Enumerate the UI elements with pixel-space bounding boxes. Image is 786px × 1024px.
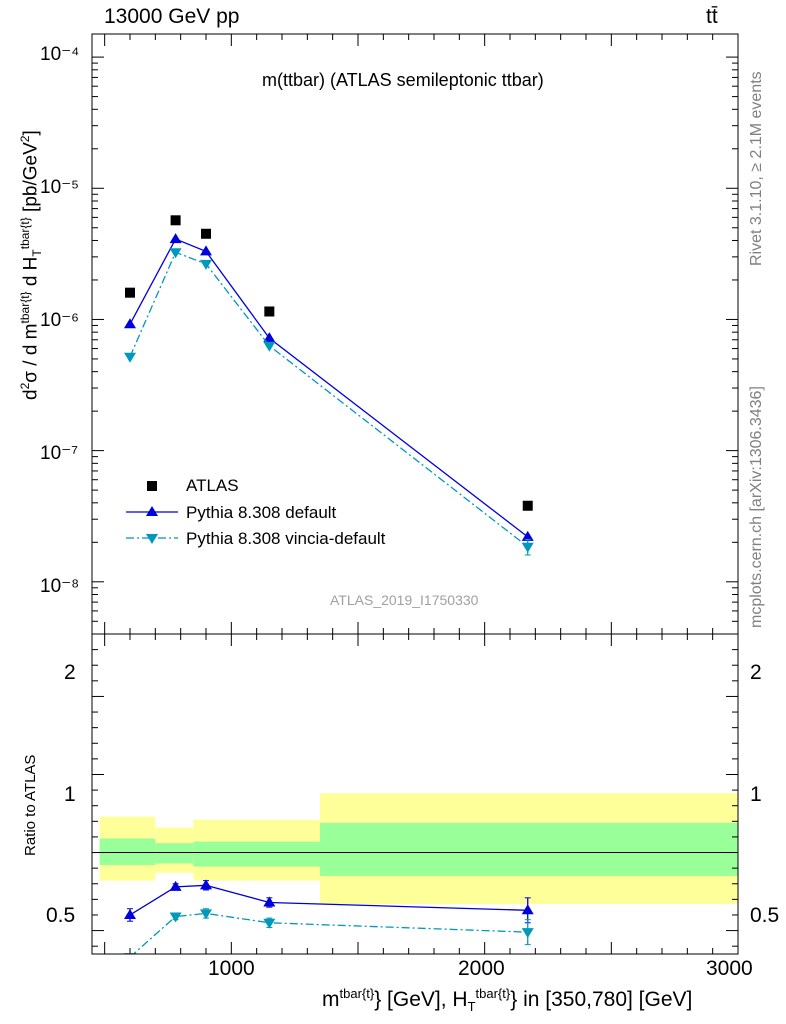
data-point — [124, 318, 136, 329]
ratio-y-tick-left: 2 — [64, 661, 76, 684]
final-state-label: tt̄ — [706, 5, 718, 28]
chart-title: m(ttbar) (ATLAS semileptonic ttbar) — [262, 70, 544, 90]
y-tick-label: 10⁻⁷ — [40, 443, 79, 464]
data-point — [200, 259, 212, 270]
legend-marker-atlas — [147, 481, 157, 491]
data-point — [263, 332, 276, 343]
legend-label-atlas: ATLAS — [186, 476, 239, 495]
inner-uncertainty-band — [99, 838, 156, 866]
x-tick-label: 1000 — [208, 957, 255, 980]
inner-uncertainty-band — [320, 822, 738, 876]
inner-uncertainty-band — [193, 841, 320, 867]
ratio-y-tick-right: 1 — [750, 783, 762, 806]
ratio-y-axis-title: Ratio to ATLAS — [22, 754, 39, 856]
data-point — [170, 215, 181, 226]
legend-label-vincia: Pythia 8.308 vincia-default — [186, 529, 386, 548]
data-point — [263, 341, 276, 352]
data-point — [263, 896, 276, 907]
x-tick-label: 2000 — [458, 957, 505, 980]
data-point — [521, 542, 534, 553]
data-point — [200, 909, 212, 920]
ratio-y-tick-right: 2 — [750, 661, 762, 684]
y-tick-label: 10⁻⁸ — [40, 576, 80, 597]
x-axis-title: mtbar{t}} [GeV], HTtbar{t}} in [350,780]… — [322, 986, 693, 1015]
x-tick-label: 3000 — [706, 957, 753, 980]
data-point — [521, 928, 534, 939]
data-point — [521, 904, 534, 915]
ratio-y-tick-left: 1 — [64, 783, 76, 806]
axis-ticks — [92, 34, 739, 954]
series-triangle-up — [124, 233, 534, 541]
legend-marker-vincia — [146, 534, 158, 544]
legend-marker-default — [146, 506, 158, 516]
ratio-panel-frame — [91, 633, 739, 955]
inner-uncertainty-band — [155, 843, 194, 864]
data-point — [169, 248, 182, 259]
data-point — [169, 233, 182, 244]
data-point — [521, 530, 534, 541]
analysis-tag: ATLAS_2019_I1750330 — [330, 592, 479, 608]
ratio-y-tick-right: 0.5 — [750, 904, 780, 927]
data-point — [125, 287, 135, 298]
data-point — [124, 908, 136, 919]
data-point — [124, 352, 136, 363]
data-point — [169, 880, 182, 891]
legend-label-default: Pythia 8.308 default — [186, 503, 337, 522]
data-point — [169, 912, 182, 923]
ratio-series-triangle-down — [124, 908, 534, 954]
reference-info: mcplots.cern.ch [arXiv:1306.3436] — [748, 386, 765, 628]
data-point — [124, 953, 136, 954]
data-point — [263, 918, 276, 929]
series-triangle-down — [124, 248, 534, 556]
main-y-axis-title: d2σ / d mtbar{t} d HTtbar{t} [pb/GeV2] — [18, 130, 45, 400]
ratio-y-tick-left: 0.5 — [46, 904, 76, 927]
data-point — [264, 306, 275, 317]
y-tick-label: 10⁻⁶ — [40, 310, 79, 331]
y-tick-label: 10⁻⁴ — [40, 44, 80, 65]
series-square — [125, 215, 533, 511]
data-point — [200, 879, 212, 890]
data-series — [124, 215, 534, 954]
series-line — [132, 912, 528, 954]
ratio-series — [124, 879, 534, 954]
data-point — [200, 245, 212, 256]
generator-info: Rivet 3.1.10, ≥ 2.1M events — [748, 71, 765, 266]
data-point — [522, 500, 533, 511]
process-label: 13000 GeV pp — [104, 5, 240, 28]
y-tick-label: 10⁻⁵ — [40, 177, 80, 198]
ratio-series-triangle-up — [124, 879, 534, 924]
uncertainty-bands — [92, 793, 738, 905]
legend — [126, 481, 178, 544]
data-point — [201, 228, 211, 239]
